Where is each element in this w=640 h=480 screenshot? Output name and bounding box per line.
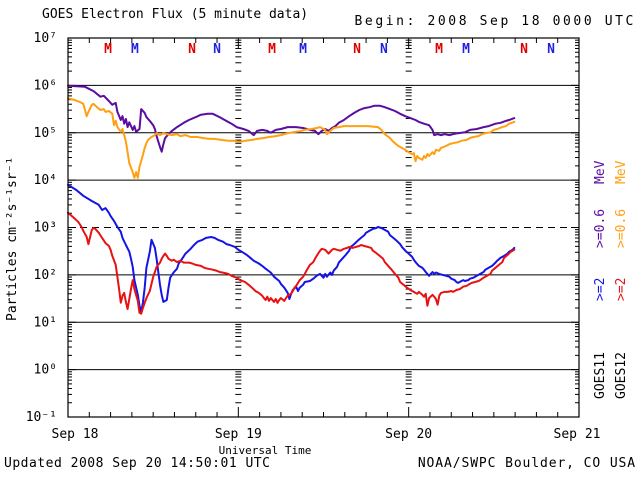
y-tick-label: 10²	[34, 268, 57, 283]
x-tick-label: Sep 19	[215, 427, 262, 442]
series-goes11-0-6-mev	[67, 84, 516, 153]
y-tick-label: 10⁶	[34, 78, 57, 93]
y-tick-label: 10⁰	[34, 363, 57, 378]
marker-m-icon: M	[268, 42, 276, 57]
x-axis-ticks	[67, 38, 580, 417]
flux-series	[67, 84, 516, 315]
y-axis-label: Particles cm⁻²s⁻¹sr⁻¹	[5, 156, 20, 321]
y-tick-labels: 10⁷ 10⁶ 10⁵ 10⁴ 10³ 10² 10¹ 10⁰ 10⁻¹	[26, 31, 57, 425]
x-axis-label: Universal Time	[218, 444, 312, 457]
series-goes12-2-mev	[67, 211, 516, 315]
y-tick-label: 10⁵	[34, 126, 57, 141]
marker-m-icon: M	[462, 42, 470, 57]
series-goes11-2-mev	[67, 183, 516, 313]
legend-goes11-satellite: GOES11	[593, 352, 608, 399]
legend-goes12-e2-threshold: >=2	[614, 277, 629, 301]
marker-n-icon: N	[213, 42, 221, 57]
marker-n-icon: N	[188, 42, 196, 57]
legend-goes12-e06-threshold: >=0.6	[614, 208, 629, 248]
y-tick-label: 10⁻¹	[26, 410, 57, 425]
x-tick-label: Sep 21	[554, 427, 601, 442]
begin-timestamp: Begin: 2008 Sep 18 0000 UTC	[354, 14, 636, 29]
marker-n-icon: N	[547, 42, 555, 57]
marker-m-icon: M	[299, 42, 307, 57]
source-credit: NOAA/SWPC Boulder, CO USA	[417, 456, 636, 471]
series-goes12-0-6-mev	[67, 97, 516, 179]
legend-goes12-satellite: GOES12	[614, 352, 629, 399]
x-tick-labels: Sep 18 Sep 19 Sep 20 Sep 21	[52, 427, 601, 442]
y-axis-ticks	[68, 37, 579, 418]
marker-n-icon: N	[353, 42, 361, 57]
chart-title: GOES Electron Flux (5 minute data)	[42, 7, 309, 22]
legend-goes11-mev-unit: MeV	[593, 160, 608, 184]
legend-goes11-e2-threshold: >=2	[593, 277, 608, 301]
marker-n-icon: N	[520, 42, 528, 57]
y-tick-label: 10⁴	[34, 173, 57, 188]
marker-m-icon: M	[435, 42, 443, 57]
plot-border	[67, 37, 580, 418]
x-tick-label: Sep 20	[385, 427, 432, 442]
marker-n-icon: N	[380, 42, 388, 57]
marker-m-icon: M	[131, 42, 139, 57]
day-boundary-dotted-lines	[235, 39, 412, 404]
x-tick-label: Sep 18	[52, 427, 99, 442]
legend-goes11-e06-threshold: >=0.6	[593, 208, 608, 248]
updated-timestamp: Updated 2008 Sep 20 14:50:01 UTC	[4, 456, 271, 471]
y-tick-label: 10³	[34, 221, 57, 236]
legend-goes12-mev-unit: MeV	[614, 160, 629, 184]
y-tick-label: 10¹	[34, 315, 57, 330]
marker-m-icon: M	[104, 42, 112, 57]
y-tick-label: 10⁷	[34, 31, 57, 46]
